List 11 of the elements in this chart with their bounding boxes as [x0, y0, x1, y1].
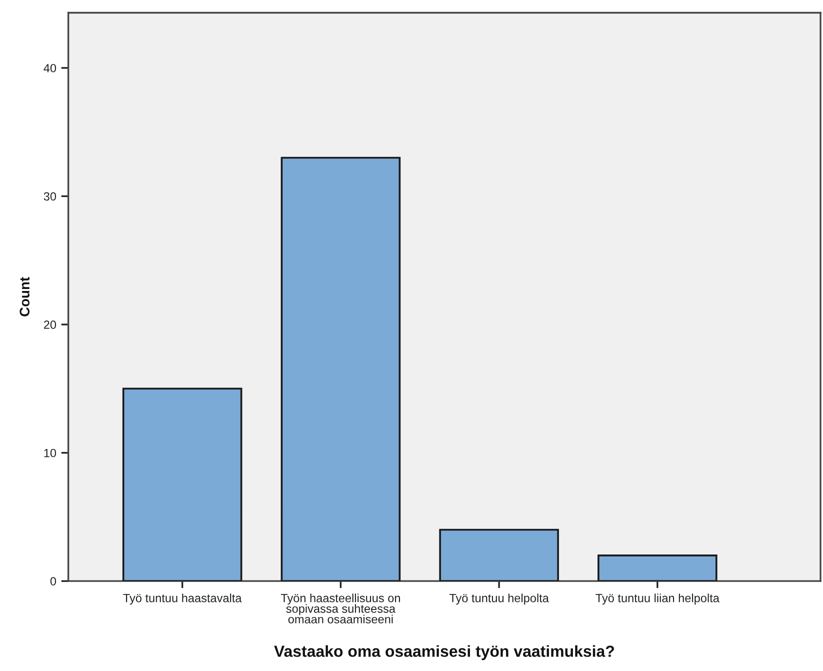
x-axis-title: Vastaako oma osaamisesi työn vaatimuksia? — [274, 645, 614, 660]
y-tick-label: 10 — [44, 448, 56, 458]
x-tick-label: Työ tuntuu haastavalta — [123, 594, 242, 605]
y-tick-label: 30 — [44, 192, 56, 201]
x-tick-label: Työn haasteellisuus on sopivassa suhteessa omaan osaamiseeni — [280, 594, 400, 624]
y-tick-label: 40 — [44, 64, 56, 72]
y-tick-label: 20 — [44, 320, 56, 329]
x-tick-label: Työ tuntuu liian helpolta — [596, 594, 720, 605]
y-axis-title: Count — [20, 277, 30, 316]
x-tick-label: Työ tuntuu helpolta — [449, 594, 549, 605]
y-tick-label: 0 — [50, 577, 56, 586]
